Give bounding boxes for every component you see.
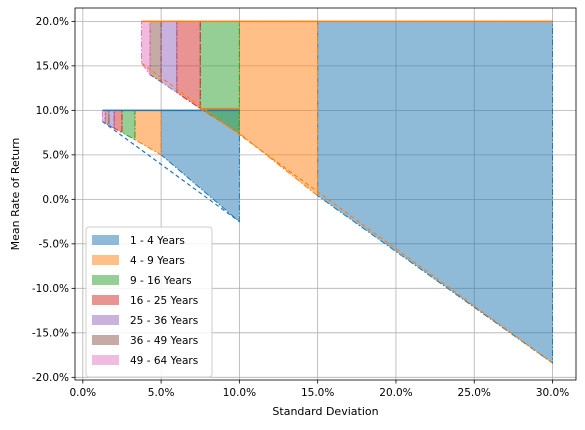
area-band-large [149, 20, 162, 83]
y-tick-label: 5.0% [42, 150, 69, 162]
outline-layer [102, 20, 553, 364]
frontier-bottom-line [102, 120, 240, 223]
area-band-large [238, 20, 319, 197]
plot-frame [74, 7, 577, 381]
y-tick-label: -20.0% [32, 372, 69, 384]
frontier-bottom-line [199, 108, 240, 134]
x-tick-label: 0.0% [69, 387, 96, 399]
y-tick-label: 10.0% [36, 105, 69, 117]
x-axis-title: Standard Deviation [272, 405, 378, 418]
legend-label: 49 - 64 Years [130, 355, 198, 367]
legend-label: 25 - 36 Years [130, 315, 198, 327]
x-tick-label: 5.0% [148, 387, 175, 399]
y-tick-label: 20.0% [36, 16, 69, 28]
area-band-small [108, 109, 115, 130]
ticks: 0.0% 5.0% 10.0% 15.0% 20.0% 25.0% 30.0% 20.0% 15… [32, 16, 569, 399]
legend-label: 9 - 16 Years [130, 275, 192, 287]
legend-label: 36 - 49 Years [130, 335, 198, 347]
x-tick-label: 15.0% [301, 387, 334, 399]
frontier-bottom-line [141, 62, 553, 364]
legend-swatch [92, 235, 119, 245]
legend-label: 16 - 25 Years [130, 295, 198, 307]
legend-swatch [92, 315, 119, 325]
area-band-small [104, 109, 110, 127]
area-band-small [113, 109, 123, 134]
area-band-large [176, 20, 201, 110]
legend-swatch [92, 255, 119, 265]
x-tick-label: 25.0% [458, 387, 491, 399]
y-tick-label: -10.0% [32, 283, 69, 295]
legend-swatch [92, 295, 119, 305]
x-tick-label: 30.0% [536, 387, 569, 399]
y-tick-label: -15.0% [32, 328, 69, 340]
x-tick-label: 10.0% [223, 387, 256, 399]
legend: 1 - 4 Years 4 - 9 Years 9 - 16 Years 16 - 2… [85, 226, 213, 378]
legend-label: 1 - 4 Years [130, 235, 185, 247]
y-tick-label: 0.0% [42, 194, 69, 206]
x-tick-label: 20.0% [379, 387, 412, 399]
legend-swatch [92, 335, 119, 345]
y-axis-title: Mean Rate of Return [9, 138, 22, 251]
y-tick-label: -5.0% [39, 239, 69, 251]
area-band-large [160, 20, 178, 94]
legend-label: 4 - 9 Years [130, 255, 185, 267]
legend-swatch [92, 355, 119, 365]
y-tick-label: 15.0% [36, 61, 69, 73]
area-layer [101, 20, 554, 365]
legend-swatch [92, 275, 119, 285]
